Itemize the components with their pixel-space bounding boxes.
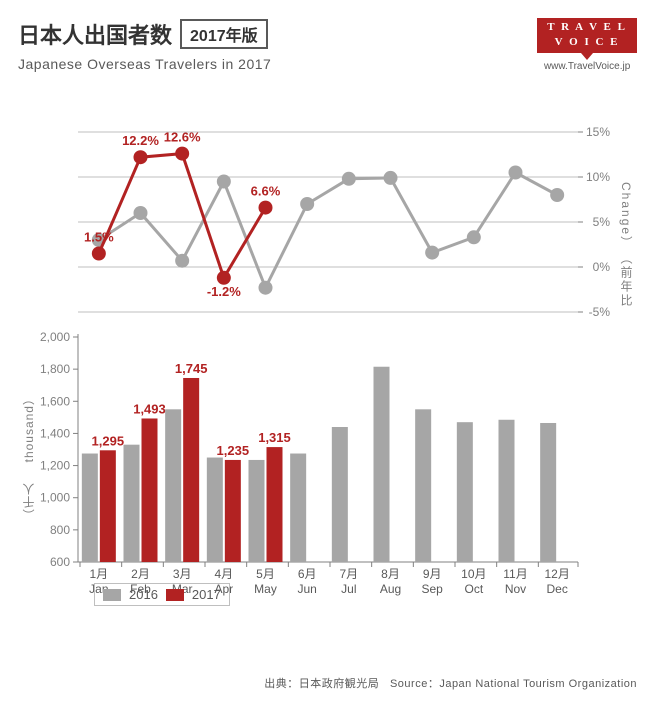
- svg-text:9月: 9月: [423, 567, 442, 581]
- svg-text:1,315: 1,315: [258, 430, 291, 445]
- svg-text:May: May: [254, 582, 277, 596]
- brand-line1: T R A V E L: [547, 20, 627, 35]
- svg-text:1月: 1月: [89, 567, 108, 581]
- svg-text:1,745: 1,745: [175, 361, 208, 376]
- chart-area: -5% 0% 5% 10% 15% 1.5% 12.2% 12.6% -1.2% 6.6% 600 8…: [18, 82, 637, 642]
- svg-text:Dec: Dec: [546, 582, 567, 596]
- svg-text:8月: 8月: [381, 567, 400, 581]
- svg-text:Jun: Jun: [297, 582, 316, 596]
- svg-text:1,295: 1,295: [92, 433, 125, 448]
- right-axis-label-en: Change）: [618, 182, 635, 250]
- svg-text:-1.2%: -1.2%: [207, 284, 241, 299]
- chart-svg: -5% 0% 5% 10% 15% 1.5% 12.2% 12.6% -1.2% 6.6% 600 8…: [18, 82, 638, 642]
- svg-text:2月: 2月: [131, 567, 150, 581]
- svg-text:3月: 3月: [173, 567, 192, 581]
- svg-text:Sep: Sep: [421, 582, 443, 596]
- right-axis-label-jp: （前年比: [618, 252, 635, 308]
- svg-text:10%: 10%: [586, 170, 610, 184]
- svg-text:1,800: 1,800: [40, 362, 70, 376]
- brand-url: www.TravelVoice.jp: [544, 61, 630, 72]
- legend-label-2016: 2016: [129, 587, 158, 602]
- source-citation: 出典：日本政府観光局 Source：Japan National Tourism…: [264, 675, 637, 691]
- svg-text:4月: 4月: [214, 567, 233, 581]
- svg-text:1,235: 1,235: [217, 443, 250, 458]
- svg-text:12月: 12月: [544, 567, 569, 581]
- svg-text:5%: 5%: [593, 215, 611, 229]
- svg-text:10月: 10月: [461, 567, 486, 581]
- legend-swatch-2016: [103, 589, 121, 601]
- svg-text:Jul: Jul: [341, 582, 356, 596]
- legend-label-2017: 2017: [192, 587, 221, 602]
- svg-text:2,000: 2,000: [40, 330, 70, 344]
- legend: 2016 2017: [94, 583, 230, 606]
- svg-text:600: 600: [50, 555, 70, 569]
- svg-text:Nov: Nov: [505, 582, 526, 596]
- year-badge: 2017年版: [180, 19, 268, 49]
- svg-text:1,000: 1,000: [40, 491, 70, 505]
- svg-text:6.6%: 6.6%: [251, 184, 281, 199]
- page-title-jp: 日本人出国者数: [18, 18, 172, 50]
- svg-text:5月: 5月: [256, 567, 275, 581]
- svg-text:Oct: Oct: [464, 582, 483, 596]
- left-axis-label-en: thousand）: [20, 392, 37, 462]
- source-en: Source：Japan National Tourism Organizati…: [390, 678, 637, 690]
- svg-text:11月: 11月: [503, 567, 527, 581]
- svg-text:-5%: -5%: [589, 305, 611, 319]
- svg-text:Aug: Aug: [380, 582, 401, 596]
- svg-text:1.5%: 1.5%: [84, 230, 114, 245]
- svg-text:6月: 6月: [298, 567, 317, 581]
- svg-text:15%: 15%: [586, 125, 610, 139]
- legend-swatch-2017: [166, 589, 184, 601]
- source-jp: 出典：日本政府観光局: [264, 678, 379, 690]
- svg-text:1,493: 1,493: [133, 401, 166, 416]
- svg-text:12.2%: 12.2%: [122, 133, 159, 148]
- svg-text:12.6%: 12.6%: [164, 130, 201, 145]
- svg-text:0%: 0%: [593, 260, 611, 274]
- svg-text:7月: 7月: [339, 567, 358, 581]
- svg-text:800: 800: [50, 523, 70, 537]
- svg-text:1,600: 1,600: [40, 394, 70, 408]
- header: 日本人出国者数 2017年版 Japanese Overseas Travele…: [18, 18, 637, 72]
- brand-logo: T R A V E L V O I C E www.TravelVoice.jp: [537, 18, 637, 72]
- svg-text:1,400: 1,400: [40, 426, 70, 440]
- svg-text:1,200: 1,200: [40, 459, 70, 473]
- brand-line2: V O I C E: [547, 35, 627, 50]
- left-axis-label-jp: （千人: [20, 482, 37, 521]
